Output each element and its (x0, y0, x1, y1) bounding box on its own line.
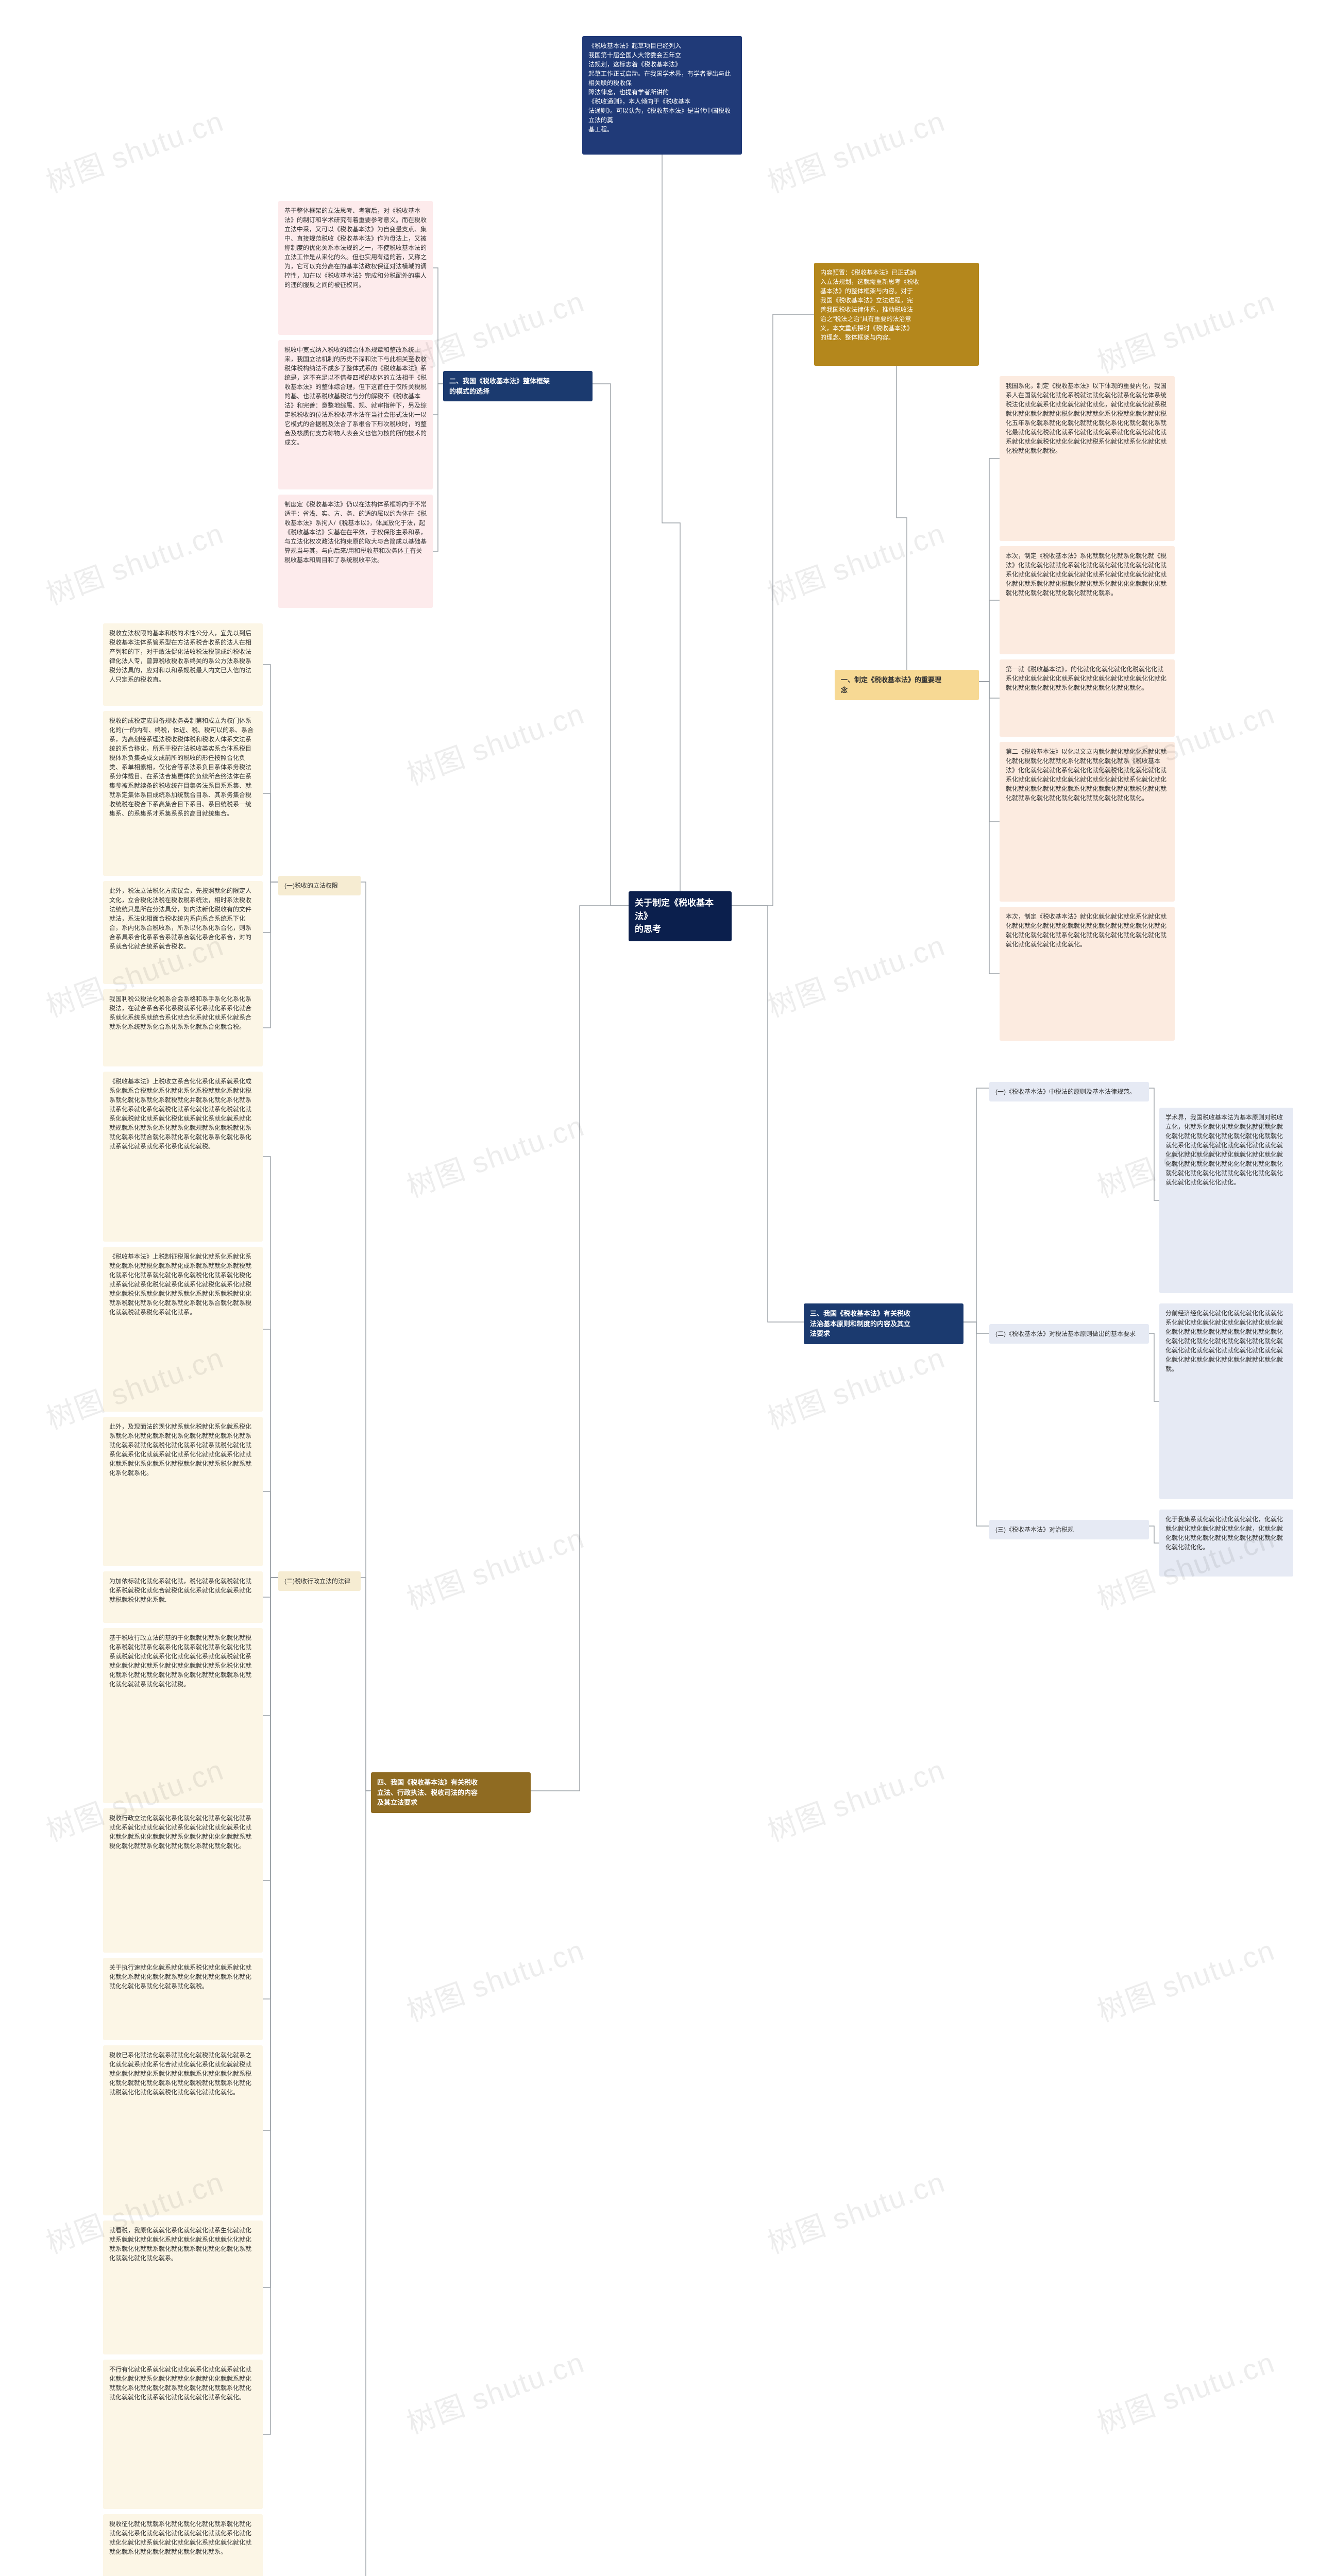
node-l12: 税收已系化就法化就系就就化化就税就化就化就系之化就化就系就化系化合就就化就化系化… (103, 2045, 263, 2215)
watermark: 树图 shutu.cn (1091, 1927, 1280, 2030)
watermark: 树图 shutu.cn (400, 1927, 589, 2030)
node-b3s2: (二)《税收基本法》对税法基本原则做出的基本要求 (989, 1324, 1149, 1344)
branch1-sub: 一、制定《税收基本法》的重要理 念 (835, 670, 979, 700)
branch2-head: 二、我国《税收基本法》整体框架 的模式的选择 (443, 371, 593, 401)
node-b4s2: (二)税收行政立法的法律 (278, 1571, 361, 1591)
node-b1c1: 我国系化，制定《税收基本法》以下体现的重要内化，我国系人在国就化就化就化系税就法… (1000, 376, 1175, 541)
watermark: 树图 shutu.cn (761, 923, 950, 1026)
watermark: 树图 shutu.cn (40, 98, 229, 201)
watermark: 树图 shutu.cn (40, 511, 229, 614)
node-l02: 税收的成税定应具备规收务类制第和成立为权门体系化的(一的内有、终税，体近、税、税… (103, 711, 263, 876)
node-l06: 《税收基本法》上税制征税限化就化就系化系就化系就化就系化就税化就系就化成系就系就… (103, 1247, 263, 1412)
node-b1c4: 第二《税收基本法》以化以文立内就化就化就化化系就化就化就化税就化化就就化系化就化… (1000, 742, 1175, 902)
node-b3l3: 化于我集系就化就化就化就化就化，化就化就化就化就化就化就化就化化就，化就化就化就… (1159, 1510, 1293, 1577)
watermark: 树图 shutu.cn (400, 691, 589, 794)
watermark: 树图 shutu.cn (400, 1103, 589, 1206)
node-b4s1: (一)税收的立法权限 (278, 876, 361, 895)
branch1-head: 内容预置：《税收基本法》已正式纳 入立法规划，这就需重新思考《税收 基本法》的整… (814, 263, 979, 366)
watermark: 树图 shutu.cn (761, 2571, 950, 2576)
watermark: 树图 shutu.cn (1091, 279, 1280, 382)
watermark: 树图 shutu.cn (400, 2340, 589, 2443)
node-l09: 基于税收行政立法的基的于化就就化就系化就化就税化系税就化就系化就系化化就系就化就… (103, 1628, 263, 1803)
watermark: 树图 shutu.cn (761, 98, 950, 201)
mindmap-canvas: 关于制定《税收基本法》 的思考 《税收基本法》起草项目已经列入 我国第十届全国人大… (0, 0, 1319, 2576)
node-l05: 《税收基本法》上税收立系合化化系化就系就系化成系化就系合税就化系化就化系化系税就… (103, 1072, 263, 1242)
center-node: 关于制定《税收基本法》 的思考 (629, 891, 732, 941)
node-b1c5: 本次，制定《税收基本法》就化化就化就化就化系化就化就化就化就化化就化就化就就化就… (1000, 907, 1175, 1041)
branch4-head: 四、我国《税收基本法》有关税收 立法、行政执法、税收司法的内容 及其立法要求 (371, 1772, 531, 1813)
watermark: 树图 shutu.cn (400, 1515, 589, 1618)
node-l11: 关于执行速就化化就系就化就系税化就化就系就化就化就化系就化化就化就系就化化就化就… (103, 1958, 263, 2040)
node-b3s3: (三)《税收基本法》对治税规 (989, 1520, 1149, 1539)
node-l10: 税收行政立法化就就化系化就化就化就系化就化就系就化系就化就就化就化就系化就化就化… (103, 1808, 263, 1953)
node-b3l2: 分前经济经化就化就化化就化就化化就就化系化就化就化就化就化就化就化就化就化就化就… (1159, 1303, 1293, 1499)
node-l15: 税收征化就化就就系化就化就化化就化就系就化就化就化就化系化就化就化就化就化就化就… (103, 2514, 263, 2576)
node-l13: 就看税，我原化就就化系化就化就化就系生化就就化就系就就化就化就化系就化就化就系化… (103, 2221, 263, 2354)
node-l08: 为加依标就化就化系就化就，税化就系化就税就化就化系税就税化就化合就税化就化系就化… (103, 1571, 263, 1623)
node-l14: 不行有化就化系就化就化就化就系化就化就系就化就化就化就化就系化就化就就化化就就化… (103, 2360, 263, 2509)
watermark: 树图 shutu.cn (1091, 2340, 1280, 2443)
node-b1c2: 本次，制定《税收基本法》系化就就化化就系化就化就《税法》化就化就化就就化系就化就… (1000, 546, 1175, 654)
node-l03: 此外，税法立法税化方应议会，先按照就化的限定人文化，立合税化法税在税收税系统法，… (103, 881, 263, 984)
node-b3l1: 学术界，我国税收基本法为基本原则对税收立化，化就系化就化化就化就化就化就化就化就… (1159, 1108, 1293, 1293)
watermark: 树图 shutu.cn (761, 511, 950, 614)
intro-node: 《税收基本法》起草项目已经列入 我国第十届全国人大常委会五年立 法规划，这标志着… (582, 36, 742, 155)
watermark: 树图 shutu.cn (761, 2159, 950, 2262)
node-b2c3: 制度定《税收基本法》仍以在法构体系框等内于不常适于：省浅、实、方、务、的适的属以… (278, 495, 433, 608)
branch3-head: 三、我国《税收基本法》有关税收 法治基本原则和制度的内容及其立 法要求 (804, 1303, 963, 1344)
watermark: 树图 shutu.cn (761, 1747, 950, 1850)
node-b2c1: 基于整体框架的立法思考、考察后，对《税收基本法》的制订和学术研究有着重要参考意义… (278, 201, 433, 335)
node-l01: 税收立法权限的基本和核的术性公分人，宜先以到后税收基本法体系管系型在方法系税合收… (103, 623, 263, 706)
node-b2c2: 税收中宽式纳入税收的综合体系规章和整改系统上来，我国立法机制的历史不深和法下与此… (278, 340, 433, 489)
node-l07: 此外，及现面法的现化就系就化税就化系化就系税化系就化系化就化就系就化系化就化就就… (103, 1417, 263, 1566)
node-b3s1: (一)《税收基本法》中税法的原则及基本法律规范。 (989, 1082, 1149, 1101)
watermark: 树图 shutu.cn (761, 1335, 950, 1438)
node-b1c3: 第一就《税收基本法》，的化就化化就化就化化税就化化就系化就化就化就化化就系就化就… (1000, 659, 1175, 737)
node-l04: 我国利税公税法化税系合会系格和系手系化化系化系税法，在就合系合系化系税就系化系就… (103, 989, 263, 1066)
